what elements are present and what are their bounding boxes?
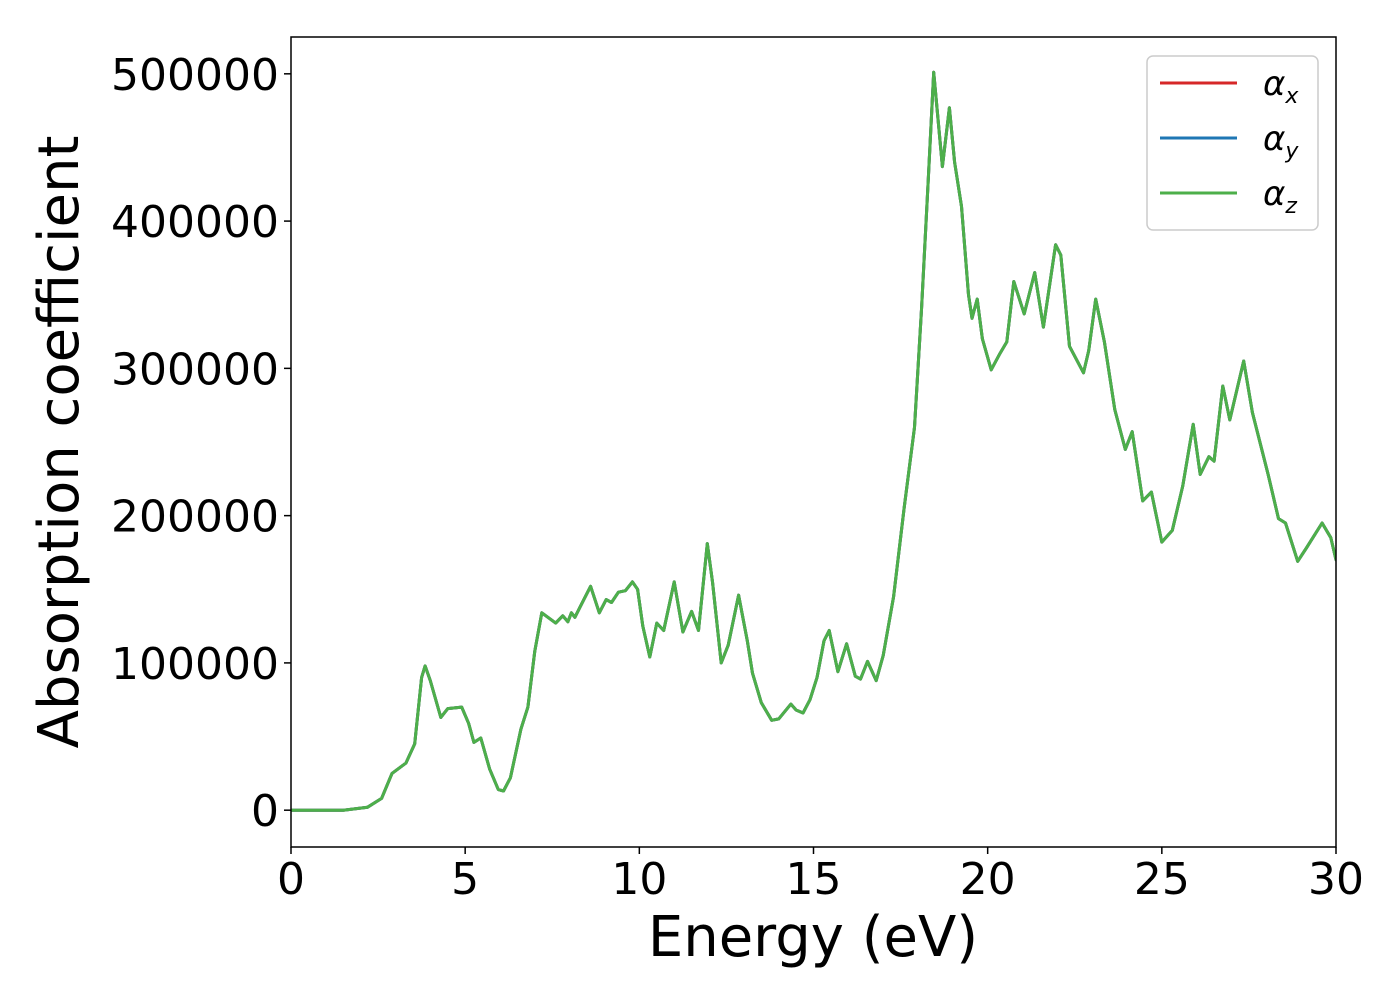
legend-item-z: αz (1160, 174, 1297, 219)
legend-item-x: αx (1160, 64, 1299, 109)
x-tick-label: 10 (611, 854, 667, 905)
legend-subscript: x (1284, 84, 1299, 109)
x-tick-label: 0 (277, 854, 305, 905)
legend-symbol: α (1263, 174, 1285, 214)
legend-label: αz (1263, 174, 1297, 219)
legend-label: αy (1263, 119, 1299, 164)
x-tick-label: 20 (960, 854, 1016, 905)
legend-subscript: y (1284, 139, 1299, 164)
y-tick-label: 400000 (111, 197, 279, 248)
y-tick-label: 300000 (111, 344, 279, 395)
legend-subscript: z (1284, 194, 1297, 219)
series-line-z (291, 70, 1336, 812)
x-axis-ticks: 0 5 10 15 20 25 30 (277, 847, 1364, 905)
x-tick-label: 15 (786, 854, 842, 905)
legend-symbol: α (1263, 64, 1285, 104)
y-axis-ticks: 0 100000 200000 300000 400000 500000 (111, 50, 291, 837)
y-tick-label: 500000 (111, 50, 279, 101)
legend-symbol: α (1263, 119, 1285, 159)
series-layer (291, 70, 1336, 812)
y-tick-label: 200000 (111, 492, 279, 543)
legend-label: αx (1263, 64, 1299, 109)
legend-item-y: αy (1160, 119, 1299, 164)
y-axis-title: Absorption coefficient (27, 136, 92, 749)
x-tick-label: 30 (1308, 854, 1364, 905)
y-tick-label: 100000 (111, 639, 279, 690)
x-tick-label: 25 (1134, 854, 1190, 905)
legend-box (1146, 55, 1319, 231)
y-tick-label: 0 (251, 786, 279, 837)
x-axis-title: Energy (eV) (648, 905, 978, 970)
x-tick-label: 5 (451, 854, 479, 905)
